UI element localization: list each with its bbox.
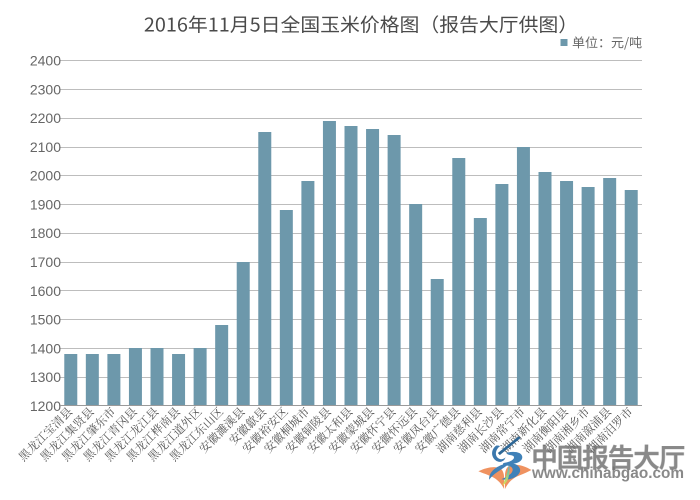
svg-text:1700: 1700 xyxy=(30,254,61,270)
svg-text:2000: 2000 xyxy=(30,168,61,184)
svg-text:2100: 2100 xyxy=(30,139,61,155)
svg-text:1200: 1200 xyxy=(30,398,61,414)
svg-text:1300: 1300 xyxy=(30,369,61,385)
svg-text:1600: 1600 xyxy=(30,283,61,299)
svg-text:2300: 2300 xyxy=(30,82,61,98)
svg-text:2200: 2200 xyxy=(30,110,61,126)
svg-text:1800: 1800 xyxy=(30,225,61,241)
svg-text:1900: 1900 xyxy=(30,197,61,213)
svg-text:1400: 1400 xyxy=(30,340,61,356)
svg-text:2400: 2400 xyxy=(30,53,61,69)
svg-text:www.chinabgao.com: www.chinabgao.com xyxy=(531,465,684,482)
svg-text:1500: 1500 xyxy=(30,312,61,328)
